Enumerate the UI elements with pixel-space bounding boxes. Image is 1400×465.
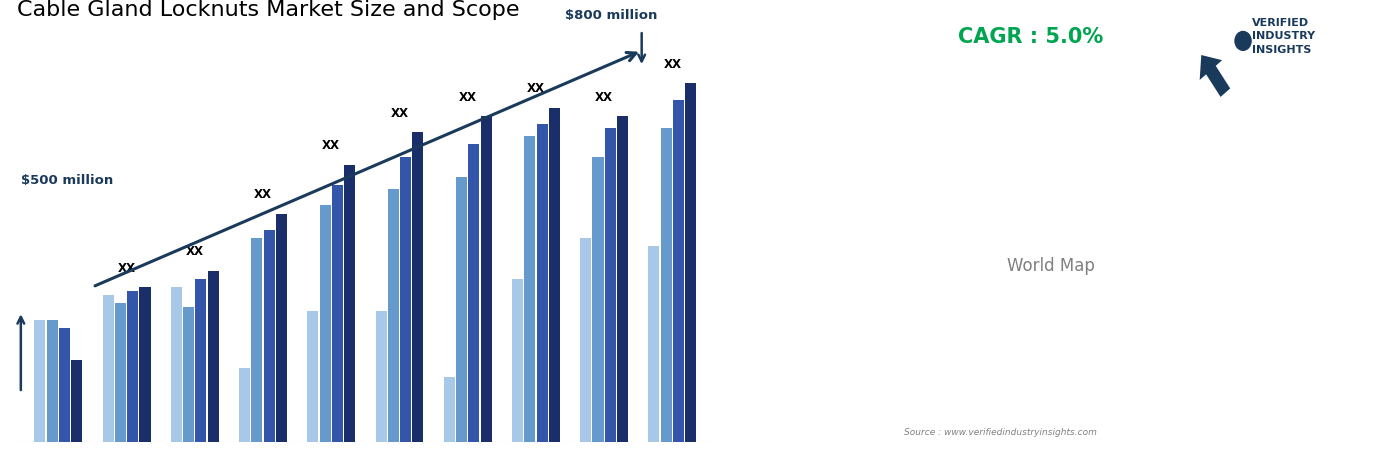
Bar: [59, 328, 70, 442]
Bar: [444, 377, 455, 442]
Bar: [549, 108, 560, 442]
Bar: [673, 100, 685, 442]
Bar: [207, 271, 218, 442]
Text: 2024: 2024: [109, 464, 143, 465]
Bar: [512, 279, 524, 442]
Text: XX: XX: [253, 188, 272, 201]
Bar: [456, 177, 468, 442]
Text: Cable Gland Locknuts Market Size and Scope: Cable Gland Locknuts Market Size and Sco…: [17, 0, 519, 20]
Bar: [308, 312, 318, 442]
Bar: [140, 287, 151, 442]
Bar: [332, 185, 343, 442]
Text: XX: XX: [595, 91, 613, 104]
Text: CAGR : 5.0%: CAGR : 5.0%: [958, 27, 1103, 47]
Text: 2032: 2032: [587, 464, 622, 465]
Bar: [400, 157, 412, 442]
Text: XX: XX: [118, 262, 136, 275]
Bar: [252, 238, 262, 442]
Text: 2030: 2030: [451, 464, 484, 465]
Text: $800 million: $800 million: [564, 9, 657, 22]
Bar: [617, 116, 629, 442]
Bar: [648, 246, 659, 442]
Bar: [524, 136, 535, 442]
Bar: [196, 279, 206, 442]
Bar: [276, 213, 287, 442]
Bar: [469, 144, 479, 442]
Text: 2033: 2033: [655, 464, 689, 465]
Bar: [239, 368, 251, 442]
Text: $500 million: $500 million: [21, 174, 113, 187]
Bar: [388, 189, 399, 442]
Bar: [183, 307, 195, 442]
Text: 2029: 2029: [382, 464, 416, 465]
Bar: [115, 303, 126, 442]
Bar: [605, 128, 616, 442]
Text: 2025: 2025: [178, 464, 211, 465]
Bar: [592, 157, 603, 442]
Bar: [71, 360, 83, 442]
Bar: [319, 206, 330, 442]
Text: XX: XX: [459, 91, 477, 104]
Bar: [102, 295, 113, 442]
Bar: [536, 124, 547, 442]
Bar: [344, 165, 356, 442]
Text: XX: XX: [186, 246, 204, 259]
Bar: [580, 238, 591, 442]
Bar: [480, 116, 491, 442]
Bar: [171, 287, 182, 442]
Text: 2026: 2026: [246, 464, 280, 465]
Bar: [375, 312, 386, 442]
Bar: [685, 83, 696, 442]
Text: XX: XX: [322, 140, 340, 153]
Bar: [263, 230, 274, 442]
Bar: [35, 319, 45, 442]
Text: 2031: 2031: [519, 464, 553, 465]
Bar: [46, 319, 57, 442]
Bar: [127, 291, 139, 442]
Bar: [413, 132, 423, 442]
Text: VERIFIED
INDUSTRY
INSIGHTS: VERIFIED INDUSTRY INSIGHTS: [1252, 18, 1315, 54]
Text: XX: XX: [391, 107, 409, 120]
Bar: [661, 128, 672, 442]
Text: Source : www.verifiedindustryinsights.com: Source : www.verifiedindustryinsights.co…: [904, 428, 1098, 438]
Text: 2023: 2023: [42, 464, 76, 465]
Text: XX: XX: [664, 58, 682, 71]
Text: XX: XX: [526, 82, 545, 95]
Text: 2028: 2028: [315, 464, 349, 465]
